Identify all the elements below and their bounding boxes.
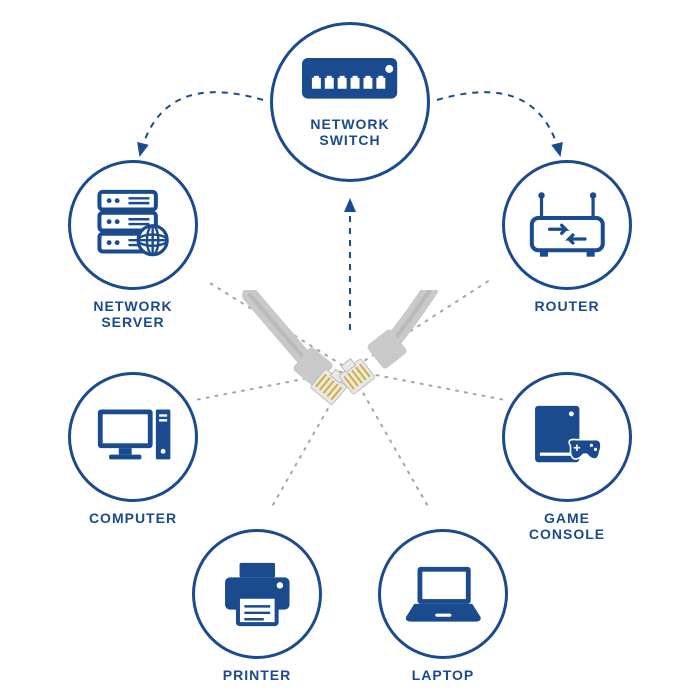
node-printer: PRINTER (192, 529, 322, 683)
server-icon (93, 187, 174, 264)
printer-icon (217, 558, 298, 631)
node-label: LAPTOP (412, 667, 475, 683)
console-icon (527, 401, 608, 474)
node-circle (68, 160, 198, 290)
node-label: NETWORK SERVER (93, 298, 172, 330)
dashed-arrow (140, 92, 263, 155)
node-label: GAME CONSOLE (529, 510, 605, 542)
node-label: ROUTER (534, 298, 599, 314)
node-circle (68, 372, 198, 502)
node-console: GAME CONSOLE (502, 372, 632, 542)
node-switch: NETWORK SWITCH (270, 22, 430, 182)
node-computer: COMPUTER (68, 372, 198, 526)
switch-icon: NETWORK SWITCH (300, 56, 399, 149)
laptop-icon (403, 562, 484, 626)
node-server: NETWORK SERVER (68, 160, 198, 330)
node-laptop: LAPTOP (378, 529, 508, 683)
node-circle (378, 529, 508, 659)
node-circle (502, 160, 632, 290)
dashed-arrow (437, 92, 560, 155)
node-label: NETWORK SWITCH (310, 116, 389, 148)
node-circle (192, 529, 322, 659)
node-circle: NETWORK SWITCH (270, 22, 430, 182)
router-icon (527, 189, 608, 262)
node-label: PRINTER (223, 667, 291, 683)
node-label: COMPUTER (89, 510, 177, 526)
node-circle (502, 372, 632, 502)
ethernet-cable-center (240, 290, 460, 450)
node-router: ROUTER (502, 160, 632, 314)
computer-icon (93, 403, 174, 472)
